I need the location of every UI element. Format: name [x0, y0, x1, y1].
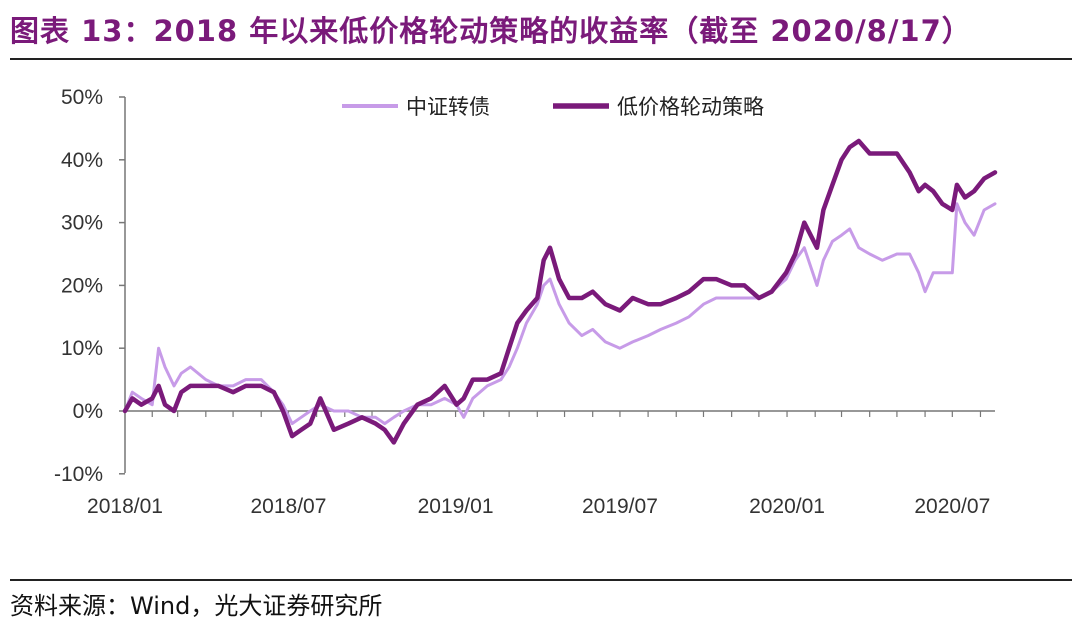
y-tick-label: 0%: [73, 400, 103, 423]
source-note: 资料来源：Wind，光大证券研究所: [10, 592, 383, 620]
chart-legend: 中证转债 低价格轮动策略: [342, 95, 764, 119]
chart-axes: 50% 40% 30% 20% 10% 0% -10% 2018/01 2018/07 2019/…: [54, 86, 995, 518]
x-tick-label: 2020/07: [914, 495, 990, 518]
series-line-2: [122, 138, 998, 445]
y-tick-label: 10%: [61, 337, 103, 360]
source-rule: [10, 579, 1072, 581]
y-tick-label: 50%: [61, 86, 103, 109]
x-tick-label: 2019/07: [582, 495, 658, 518]
title-rule: [10, 58, 1072, 60]
x-tick-label: 2018/01: [87, 495, 163, 518]
y-tick-label: 40%: [61, 149, 103, 172]
legend-label-2: 低价格轮动策略: [617, 95, 764, 119]
y-tick-label: -10%: [54, 463, 103, 486]
x-tick-label: 2018/07: [251, 495, 327, 518]
series-line-1: [123, 202, 997, 426]
x-tick-label: 2020/01: [749, 495, 825, 518]
series-layer: [122, 138, 998, 445]
legend-label-1: 中证转债: [406, 95, 490, 119]
y-tick-label: 20%: [61, 274, 103, 297]
page-title: 图表 13：2018 年以来低价格轮动策略的收益率（截至 2020/8/17）: [10, 14, 972, 48]
y-tick-label: 30%: [61, 212, 103, 235]
x-tick-label: 2019/01: [418, 495, 494, 518]
